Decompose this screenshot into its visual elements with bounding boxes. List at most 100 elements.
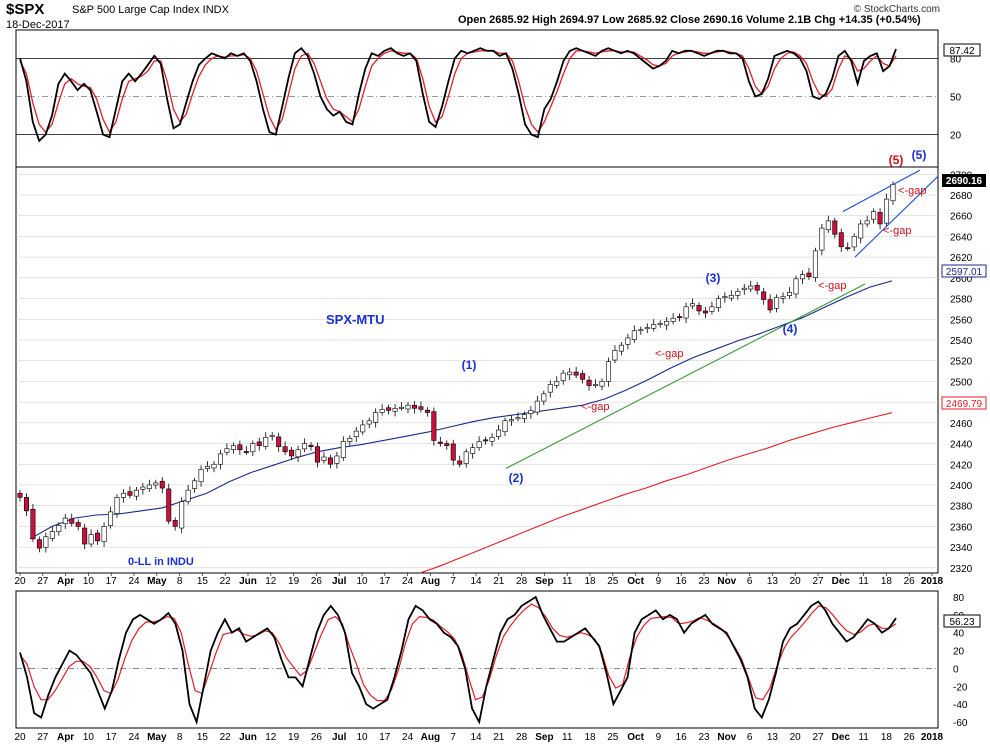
candle-up	[651, 324, 657, 329]
candle-up	[780, 296, 786, 299]
ma-200-line	[419, 412, 893, 574]
candle-up	[192, 480, 198, 489]
candle-up	[269, 434, 275, 437]
candle-up	[515, 417, 521, 420]
x-tick-label-bottom: 25	[607, 732, 619, 743]
candle-down	[437, 441, 443, 444]
bottom-osc-tag: 56.23	[949, 617, 974, 628]
price-y-tick-label: 2640	[950, 232, 973, 243]
x-tick-label-bottom: 8	[177, 732, 183, 743]
candle-up	[224, 448, 230, 453]
bottom-oscillator-slow-line	[19, 603, 897, 702]
x-tick-label-bottom: 12	[265, 732, 277, 743]
top-y-tick-label: 50	[950, 93, 962, 104]
price-y-tick-label: 2400	[950, 481, 973, 492]
x-tick-label-bottom: 19	[288, 732, 300, 743]
candle-up	[185, 489, 191, 502]
candle-up	[871, 211, 877, 220]
last-price-tag: 2690.16	[946, 176, 983, 187]
price-y-tick-label: 2600	[950, 274, 973, 285]
x-tick-label: 22	[220, 576, 232, 587]
x-tick-label: 27	[812, 576, 824, 587]
candle-up	[108, 511, 114, 526]
x-tick-label-bottom: 15	[197, 732, 209, 743]
candle-up	[392, 408, 398, 412]
top-oscillator-fast-line	[19, 46, 897, 143]
x-tick-label-bottom: 10	[83, 732, 95, 743]
x-tick-label: 14	[470, 576, 482, 587]
annotations: SPX-MTU 0-LL in INDU (1) (2) (3) (4) (5)…	[128, 148, 926, 568]
x-tick-label-bottom: 20	[14, 732, 26, 743]
x-tick-label: 9	[656, 576, 662, 587]
x-tick-label-bottom: 20	[790, 732, 802, 743]
candle-down	[308, 444, 314, 447]
candle-up	[502, 420, 508, 433]
x-tick-label-bottom: 24	[402, 732, 414, 743]
x-axis-labels: 20 27 Apr 10 17 24 May 8 15 22 Jun 12 19 26 Jul 10 17 24 A…	[14, 573, 944, 587]
bottom-panel-frame	[15, 590, 939, 729]
candle-up	[799, 274, 805, 280]
candle-down	[702, 310, 708, 314]
top-y-tick-label: 20	[950, 131, 962, 142]
candle-down	[23, 497, 29, 512]
bottom-y-tick-label: 20	[953, 647, 965, 658]
candle-down	[82, 527, 88, 545]
candle-up	[179, 501, 185, 529]
price-panel-frame	[15, 166, 939, 574]
candle-up	[88, 534, 94, 545]
candle-down	[69, 518, 75, 524]
candle-down	[411, 404, 417, 409]
candle-down	[17, 492, 23, 498]
x-tick-label: Jul	[332, 576, 347, 587]
price-y-tick-label: 2540	[950, 336, 973, 347]
candle-up	[340, 441, 346, 458]
candle-up	[657, 323, 663, 325]
x-tick-label-bottom: 17	[106, 732, 118, 743]
x-tick-label: Apr	[57, 576, 74, 587]
candle-up	[541, 393, 547, 402]
candle-up	[670, 317, 676, 322]
bottom-y-tick-label: -40	[953, 700, 968, 711]
x-tick-label-bottom: 17	[379, 732, 391, 743]
candle-down	[483, 439, 489, 442]
x-tick-label-bottom: 11	[562, 732, 573, 743]
x-tick-label-bottom: 7	[450, 732, 456, 743]
price-y-tick-label: 2460	[950, 419, 973, 430]
candle-up	[593, 384, 599, 387]
price-y-tick-label: 2520	[950, 357, 973, 368]
candle-up	[405, 404, 411, 410]
x-tick-label-bottom: 2018	[921, 732, 944, 743]
price-grid	[16, 174, 938, 569]
wave-1-label: (1)	[462, 358, 477, 372]
bottom-y-tick-label: 40	[953, 629, 965, 640]
candle-up	[858, 223, 864, 239]
candle-down	[677, 316, 683, 319]
gap-annotation: <-gap	[883, 225, 911, 237]
candle-down	[450, 443, 456, 461]
candle-up	[114, 497, 120, 514]
candle-down	[327, 457, 333, 465]
price-y-tick-label: 2320	[950, 564, 973, 575]
trendlines	[505, 169, 939, 469]
green-trendline	[505, 283, 866, 469]
x-tick-label-bottom: 11	[858, 732, 869, 743]
candle-up	[198, 469, 204, 482]
price-y-tick-label: 2500	[950, 377, 973, 388]
x-tick-label-bottom: Jun	[239, 732, 257, 743]
candle-up	[534, 400, 540, 413]
chart-date: 18-Dec-2017	[6, 19, 70, 31]
candle-up	[347, 438, 353, 442]
x-tick-label: 2018	[921, 576, 944, 587]
candle-up	[715, 298, 721, 308]
x-tick-label: 6	[747, 576, 753, 587]
candle-up	[230, 445, 236, 450]
candle-up	[353, 430, 359, 438]
channel-lower-line	[854, 175, 939, 258]
candle-up	[890, 184, 896, 202]
panel-frames	[15, 29, 939, 729]
wave-5-red-label: (5)	[889, 153, 904, 167]
x-tick-label: 12	[265, 576, 277, 587]
candle-down	[444, 443, 450, 446]
candle-up	[120, 492, 126, 498]
